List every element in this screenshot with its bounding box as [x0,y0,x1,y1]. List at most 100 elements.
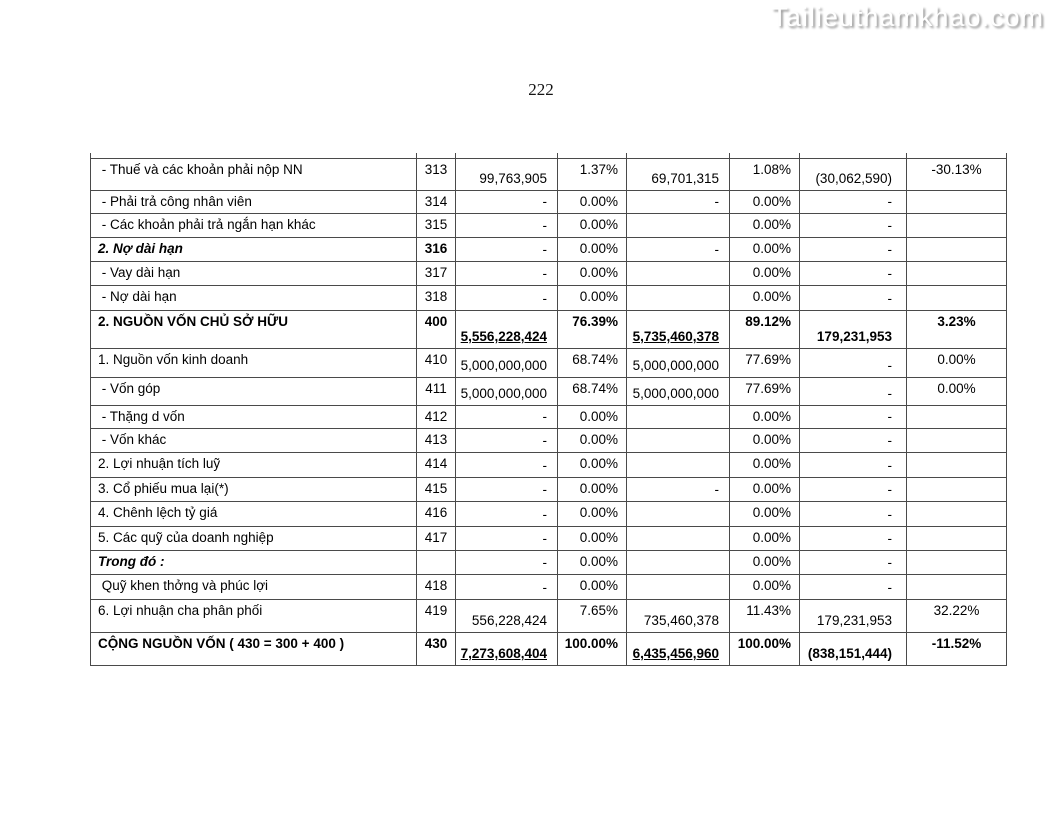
amount-period1: - [455,476,558,502]
pct-period2: 0.00% [729,284,800,311]
row-label: - Nợ dài hạn [90,284,417,311]
pct-period1: 7.65% [557,598,627,633]
change-pct [906,476,1007,502]
amount-period1: - [455,284,558,311]
amount-period1: - [455,500,558,527]
change-pct: 32.22% [906,598,1007,633]
watermark: Tailieuthamkhao.com [771,2,1044,32]
change-amount: - [799,573,907,600]
change-amount: (838,151,444) [799,631,907,666]
amount-period1: 5,000,000,000 [455,347,558,378]
table-row: - Vốn khác 413-0.00% 0.00% - [90,427,1007,453]
change-pct [906,236,1007,262]
amount-period2: - [626,189,730,214]
change-pct [906,427,1007,453]
balance-sheet-table: - Thuế và các khoản phải nộp NN 313 99,763… [90,153,1007,666]
pct-period1: 0.00% [557,573,627,600]
change-pct [906,284,1007,311]
amount-period1: 99,763,905 [455,157,558,191]
row-code: 418 [416,573,456,600]
row-label: - Thặng d vốn [90,404,417,429]
pct-period2: 0.00% [729,549,800,575]
table-row: - Thuế và các khoản phải nộp NN 313 99,763… [90,157,1007,191]
table-row: Quỹ khen thởng và phúc lợi 418-0.00% 0.00%… [90,573,1007,600]
amount-period2 [626,284,730,311]
table-row: 1. Nguồn vốn kinh doanh 410 5,000,000,000 6… [90,347,1007,378]
table-row: 2. Nợ dài hạn 316-0.00% -0.00% - [90,236,1007,262]
amount-period1: 5,000,000,000 [455,376,558,406]
pct-period2: 0.00% [729,189,800,214]
amount-period2: - [626,236,730,262]
amount-period2 [626,549,730,575]
change-pct [906,404,1007,429]
row-label: 4. Chênh lệch tỷ giá [90,500,417,527]
pct-period1: 0.00% [557,500,627,527]
row-code: 430 [416,631,456,666]
pct-period2: 77.69% [729,376,800,406]
pct-period1: 0.00% [557,236,627,262]
pct-period2: 0.00% [729,451,800,478]
amount-period2: - [626,476,730,502]
change-pct [906,189,1007,214]
change-amount: - [799,476,907,502]
change-pct [906,549,1007,575]
change-pct [906,573,1007,600]
amount-period2 [626,404,730,429]
row-label: 6. Lợi nhuận cha phân phối [90,598,417,633]
row-code: 317 [416,260,456,286]
table-row: 4. Chênh lệch tỷ giá 416-0.00% 0.00% - [90,500,1007,527]
pct-period1: 0.00% [557,189,627,214]
row-label: - Vốn khác [90,427,417,453]
row-code: 412 [416,404,456,429]
change-amount: - [799,549,907,575]
pct-period2: 11.43% [729,598,800,633]
amount-period2: 69,701,315 [626,157,730,191]
row-label: - Vay dài hạn [90,260,417,286]
change-amount: - [799,212,907,238]
row-code: 313 [416,157,456,191]
amount-period2: 5,000,000,000 [626,347,730,378]
amount-period1: - [455,427,558,453]
pct-period2: 89.12% [729,309,800,349]
amount-period2 [626,525,730,551]
row-label: 5. Các quỹ của doanh nghiệp [90,525,417,551]
change-pct [906,500,1007,527]
row-code: 410 [416,347,456,378]
amount-period1: - [455,189,558,214]
amount-period1: 7,273,608,404 [455,631,558,666]
amount-period2 [626,260,730,286]
change-amount: - [799,189,907,214]
row-label: Quỹ khen thởng và phúc lợi [90,573,417,600]
row-code: 416 [416,500,456,527]
pct-period1: 0.00% [557,260,627,286]
row-label: 2. Lợi nhuận tích luỹ [90,451,417,478]
change-pct: -11.52% [906,631,1007,666]
change-pct [906,525,1007,551]
change-amount: - [799,451,907,478]
row-label: - Thuế và các khoản phải nộp NN [90,157,417,191]
pct-period1: 1.37% [557,157,627,191]
pct-period2: 0.00% [729,404,800,429]
pct-period1: 68.74% [557,347,627,378]
table-row: - Vay dài hạn 317-0.00% 0.00% - [90,260,1007,286]
amount-period1: - [455,525,558,551]
change-pct: 0.00% [906,376,1007,406]
pct-period2: 0.00% [729,260,800,286]
table-row: 2. NGUỒN VỐN CHỦ SỞ HỮU 400 5,556,228,424 7… [90,309,1007,349]
pct-period2: 0.00% [729,236,800,262]
change-pct [906,451,1007,478]
row-code: 318 [416,284,456,311]
change-amount: - [799,236,907,262]
pct-period1: 68.74% [557,376,627,406]
amount-period1: - [455,260,558,286]
pct-period2: 100.00% [729,631,800,666]
amount-period1: - [455,573,558,600]
pct-period1: 0.00% [557,476,627,502]
row-label: 2. Nợ dài hạn [90,236,417,262]
pct-period1: 76.39% [557,309,627,349]
row-code: 411 [416,376,456,406]
table-row: - Thặng d vốn 412-0.00% 0.00% - [90,404,1007,429]
row-code: 413 [416,427,456,453]
pct-period1: 0.00% [557,525,627,551]
